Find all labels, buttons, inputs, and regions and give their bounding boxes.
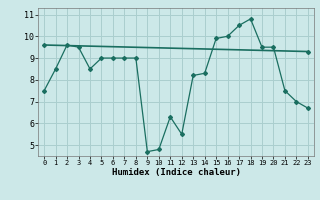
X-axis label: Humidex (Indice chaleur): Humidex (Indice chaleur) [111, 168, 241, 177]
